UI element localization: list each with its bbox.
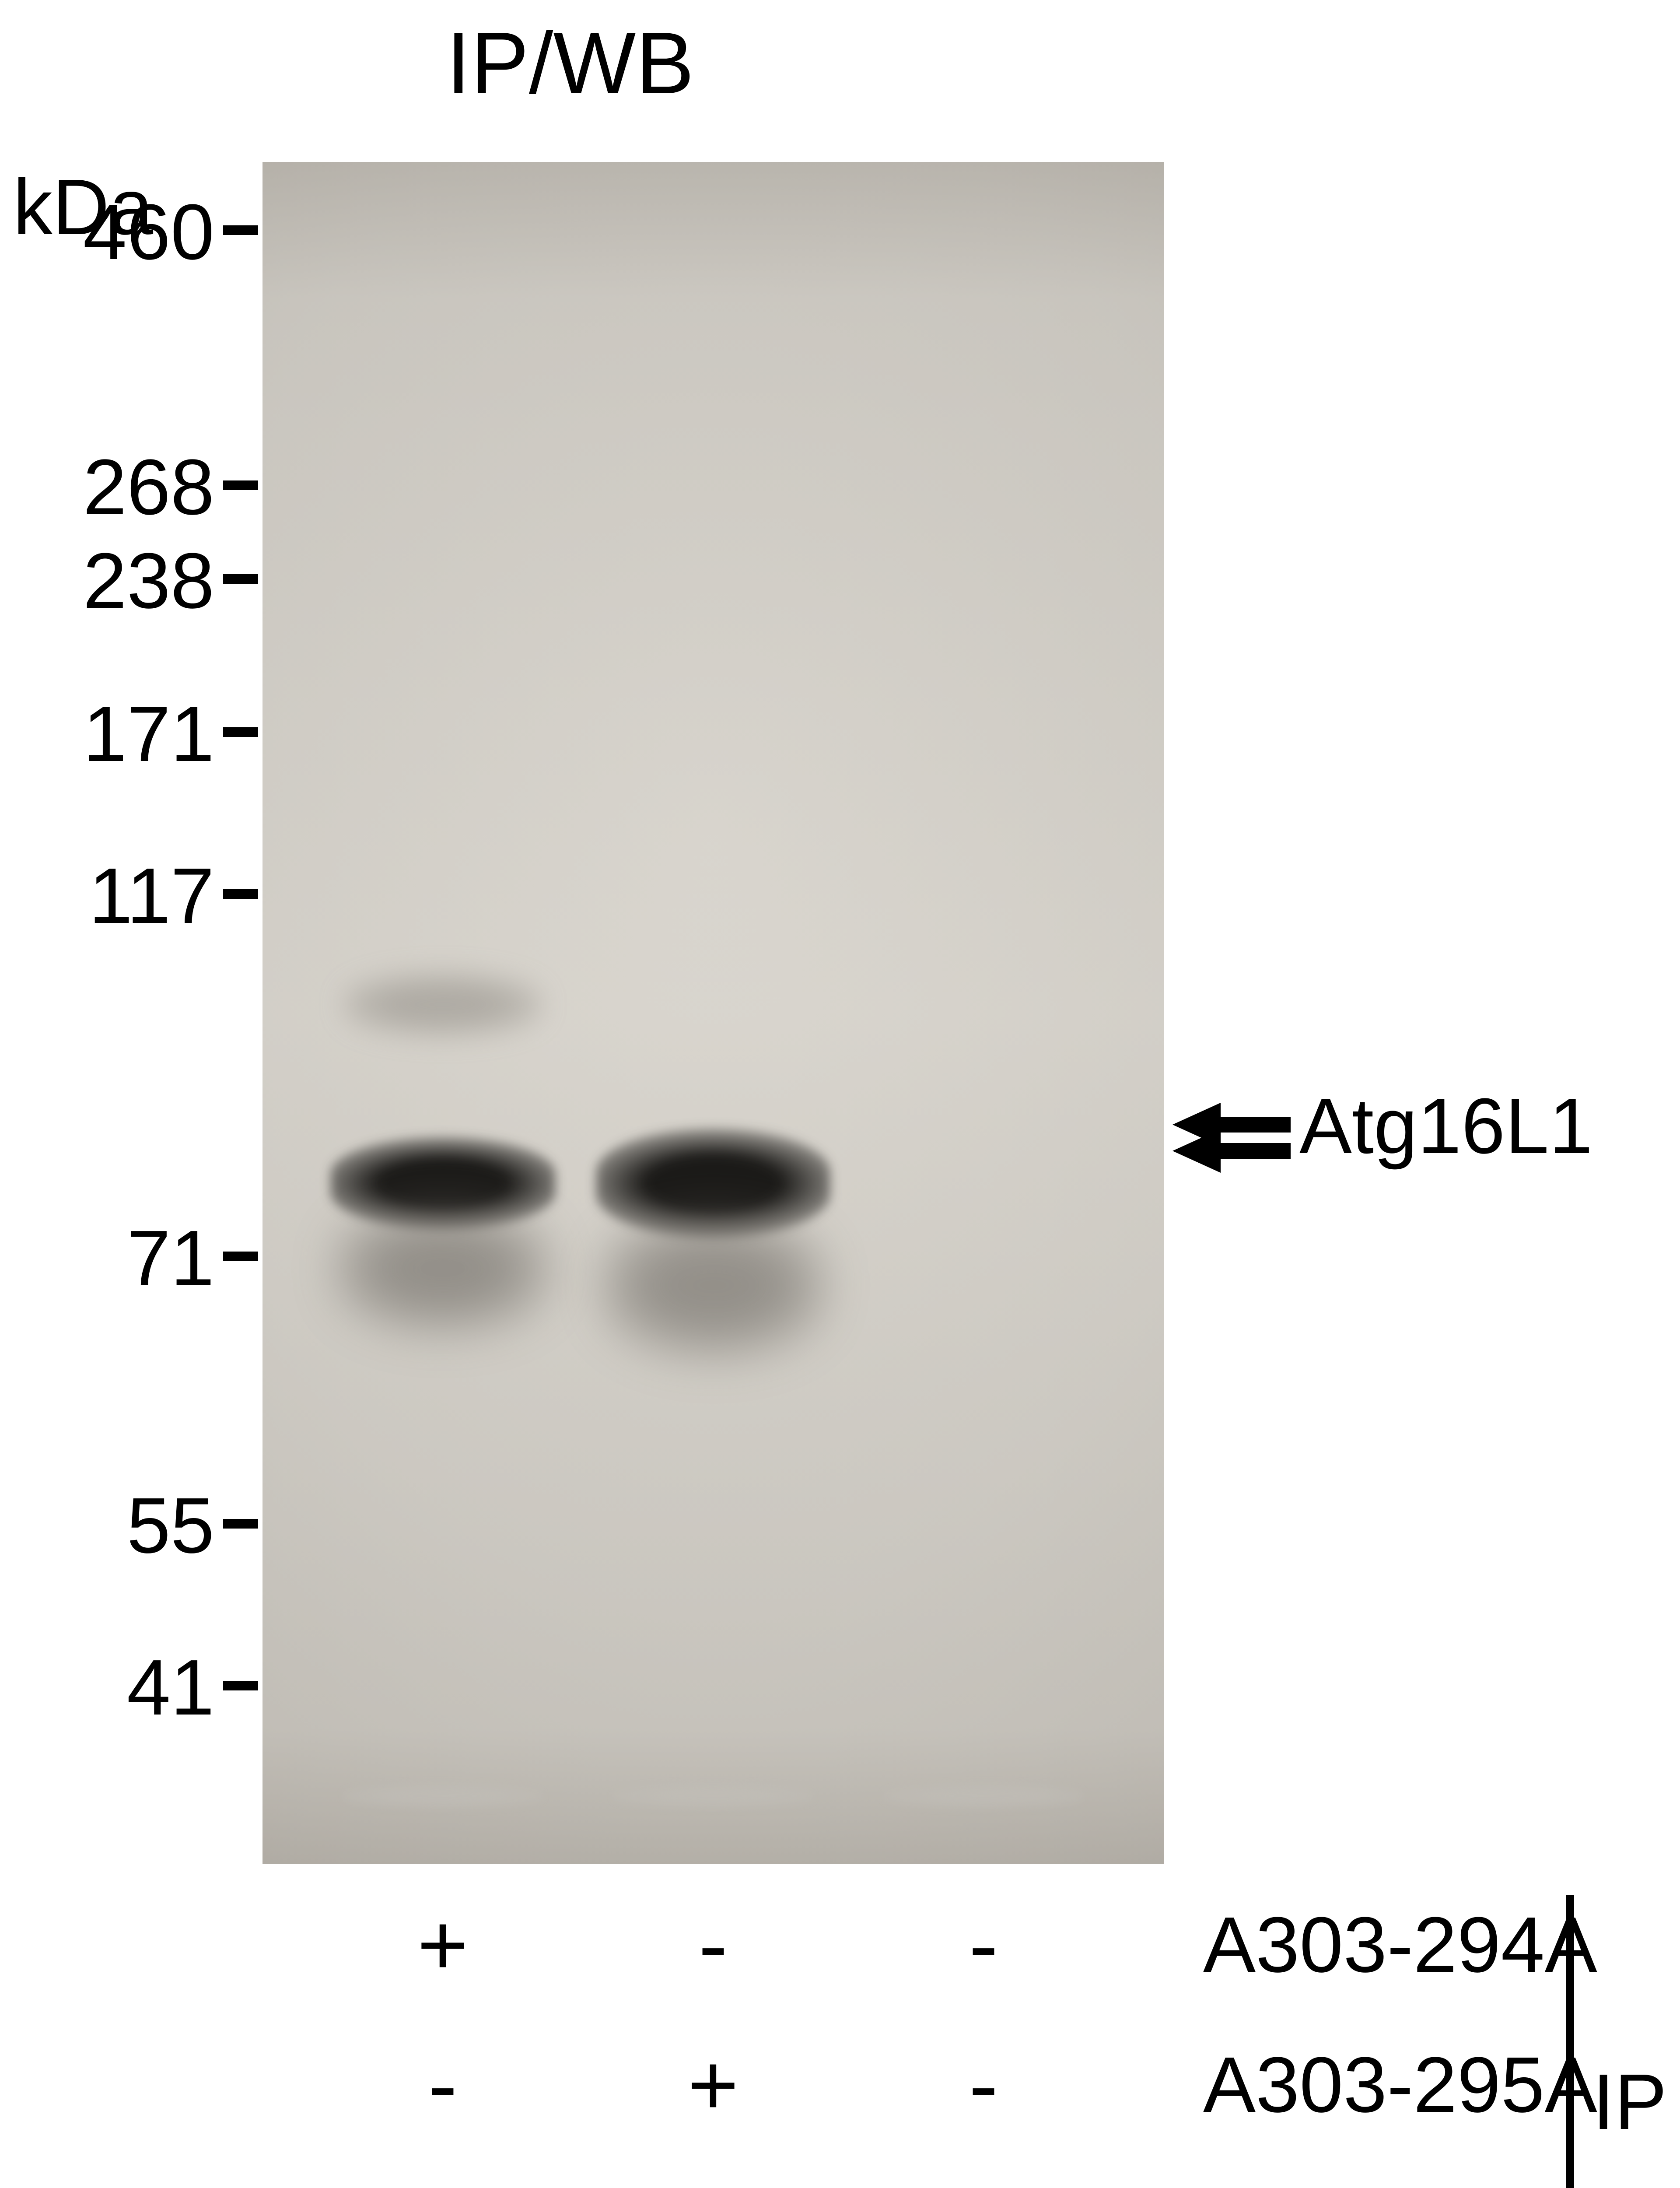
lane-symbol: - <box>399 2175 486 2188</box>
lane-symbol: - <box>669 2175 757 2188</box>
mw-tick <box>223 480 258 490</box>
lane-symbol: + <box>940 2175 1027 2188</box>
mw-tick <box>223 225 258 235</box>
blot-band <box>343 1783 542 1809</box>
mw-marker-171: 171 <box>13 689 214 779</box>
mw-marker-268: 268 <box>13 442 214 533</box>
mw-tick <box>223 574 258 584</box>
mw-tick <box>223 1681 258 1690</box>
lane-symbol: - <box>399 2035 486 2135</box>
ip-antibody-label: A303-295A <box>1203 2040 1597 2130</box>
ip-antibody-label: A303-294A <box>1203 1900 1597 1990</box>
lane-symbol: - <box>940 2035 1027 2135</box>
lane-symbol: + <box>669 2035 757 2135</box>
mw-tick <box>223 889 258 899</box>
mw-marker-460: 460 <box>13 187 214 277</box>
ip-bracket-vertical <box>1566 1895 1574 2188</box>
lane-symbol: - <box>940 1895 1027 1995</box>
ip-bracket-label: IP <box>1592 2057 1667 2147</box>
mw-marker-117: 117 <box>13 851 214 941</box>
mw-marker-238: 238 <box>13 536 214 626</box>
lane-symbol: - <box>669 1895 757 1995</box>
mw-marker-55: 55 <box>13 1480 214 1571</box>
western-blot-membrane <box>262 162 1164 1864</box>
blot-band <box>601 1209 826 1362</box>
blot-band <box>343 971 542 1039</box>
blot-band <box>335 1200 551 1336</box>
mw-tick <box>223 1519 258 1529</box>
target-arrow-icon <box>1172 1103 1291 1173</box>
blot-band <box>884 1783 1082 1809</box>
figure-container: IP/WB kDa 460268238171117715541 Atg16L1 … <box>0 0 1680 2188</box>
mw-marker-71: 71 <box>13 1213 214 1304</box>
mw-marker-41: 41 <box>13 1642 214 1733</box>
target-protein-label: Atg16L1 <box>1299 1081 1593 1171</box>
blot-band <box>614 1783 812 1809</box>
lane-symbol: + <box>399 1895 486 1995</box>
mw-tick <box>223 1252 258 1261</box>
ip-antibody-label: Ctrl IgG <box>1203 2180 1474 2188</box>
header-ipwb: IP/WB <box>446 13 694 114</box>
mw-tick <box>223 727 258 737</box>
